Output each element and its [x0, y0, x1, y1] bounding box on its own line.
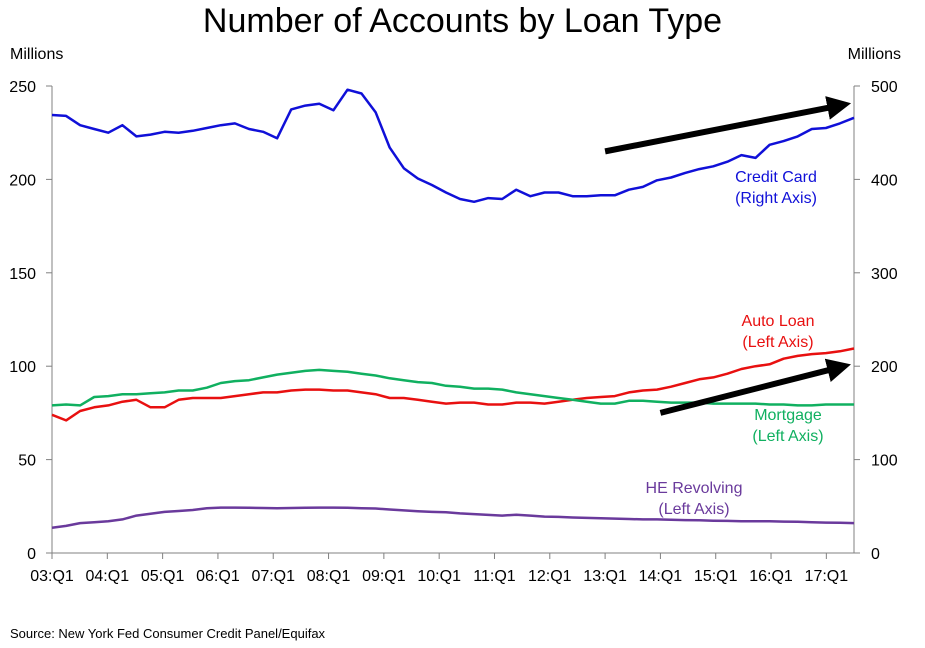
series-line [51, 88, 855, 204]
right-y-tick-label: 100 [871, 453, 898, 470]
series-line [51, 347, 855, 422]
series-label: (Left Axis) [742, 334, 813, 351]
series-label: HE Revolving [646, 480, 743, 497]
source-note: Source: New York Fed Consumer Credit Pan… [10, 626, 326, 641]
left-y-tick-label: 200 [9, 172, 36, 189]
x-tick-label: 14:Q1 [639, 568, 683, 585]
series-line [51, 506, 855, 530]
x-tick-label: 11:Q1 [473, 568, 516, 585]
trend-arrow [604, 96, 852, 155]
x-tick-label: 13:Q1 [583, 568, 627, 585]
series-line [51, 368, 854, 407]
x-tick-label: 06:Q1 [196, 568, 240, 585]
left-y-tick-label: 50 [18, 453, 36, 470]
left-y-tick-label: 150 [9, 266, 36, 283]
x-tick-label: 15:Q1 [694, 568, 738, 585]
x-tick-label: 10:Q1 [417, 568, 461, 585]
x-tick-label: 12:Q1 [528, 568, 572, 585]
series-label: (Left Axis) [752, 428, 823, 445]
left-y-tick-label: 250 [9, 79, 36, 96]
x-tick-label: 16:Q1 [749, 568, 793, 585]
trend-arrow [659, 358, 851, 416]
right-y-tick-label: 400 [871, 172, 898, 189]
x-tick-label: 04:Q1 [86, 568, 130, 585]
series-label: Credit Card [735, 169, 817, 186]
x-tick-label: 07:Q1 [251, 568, 295, 585]
left-axis-unit-label: Millions [10, 46, 64, 63]
left-y-tick-label: 0 [27, 546, 36, 563]
x-tick-label: 17:Q1 [805, 568, 849, 585]
series-label: (Left Axis) [658, 501, 729, 518]
right-y-tick-label: 0 [871, 546, 880, 563]
series-label: Mortgage [754, 407, 822, 424]
left-y-tick-label: 100 [9, 359, 36, 376]
right-axis-unit-label: Millions [847, 46, 901, 63]
x-tick-label: 08:Q1 [307, 568, 351, 585]
chart-title: Number of Accounts by Loan Type [202, 2, 723, 40]
x-tick-label: 05:Q1 [141, 568, 185, 585]
series-label: (Right Axis) [735, 190, 817, 207]
x-tick-label: 09:Q1 [362, 568, 406, 585]
x-tick-label: 03:Q1 [30, 568, 74, 585]
series-label: Auto Loan [742, 313, 815, 330]
right-y-tick-label: 500 [871, 79, 898, 96]
right-y-tick-label: 300 [871, 266, 898, 283]
right-y-tick-label: 200 [871, 359, 898, 376]
line-chart: 0 50 100 150 200 250 0 100 200 300 400 500 03:Q1 04:Q… [9, 79, 898, 585]
